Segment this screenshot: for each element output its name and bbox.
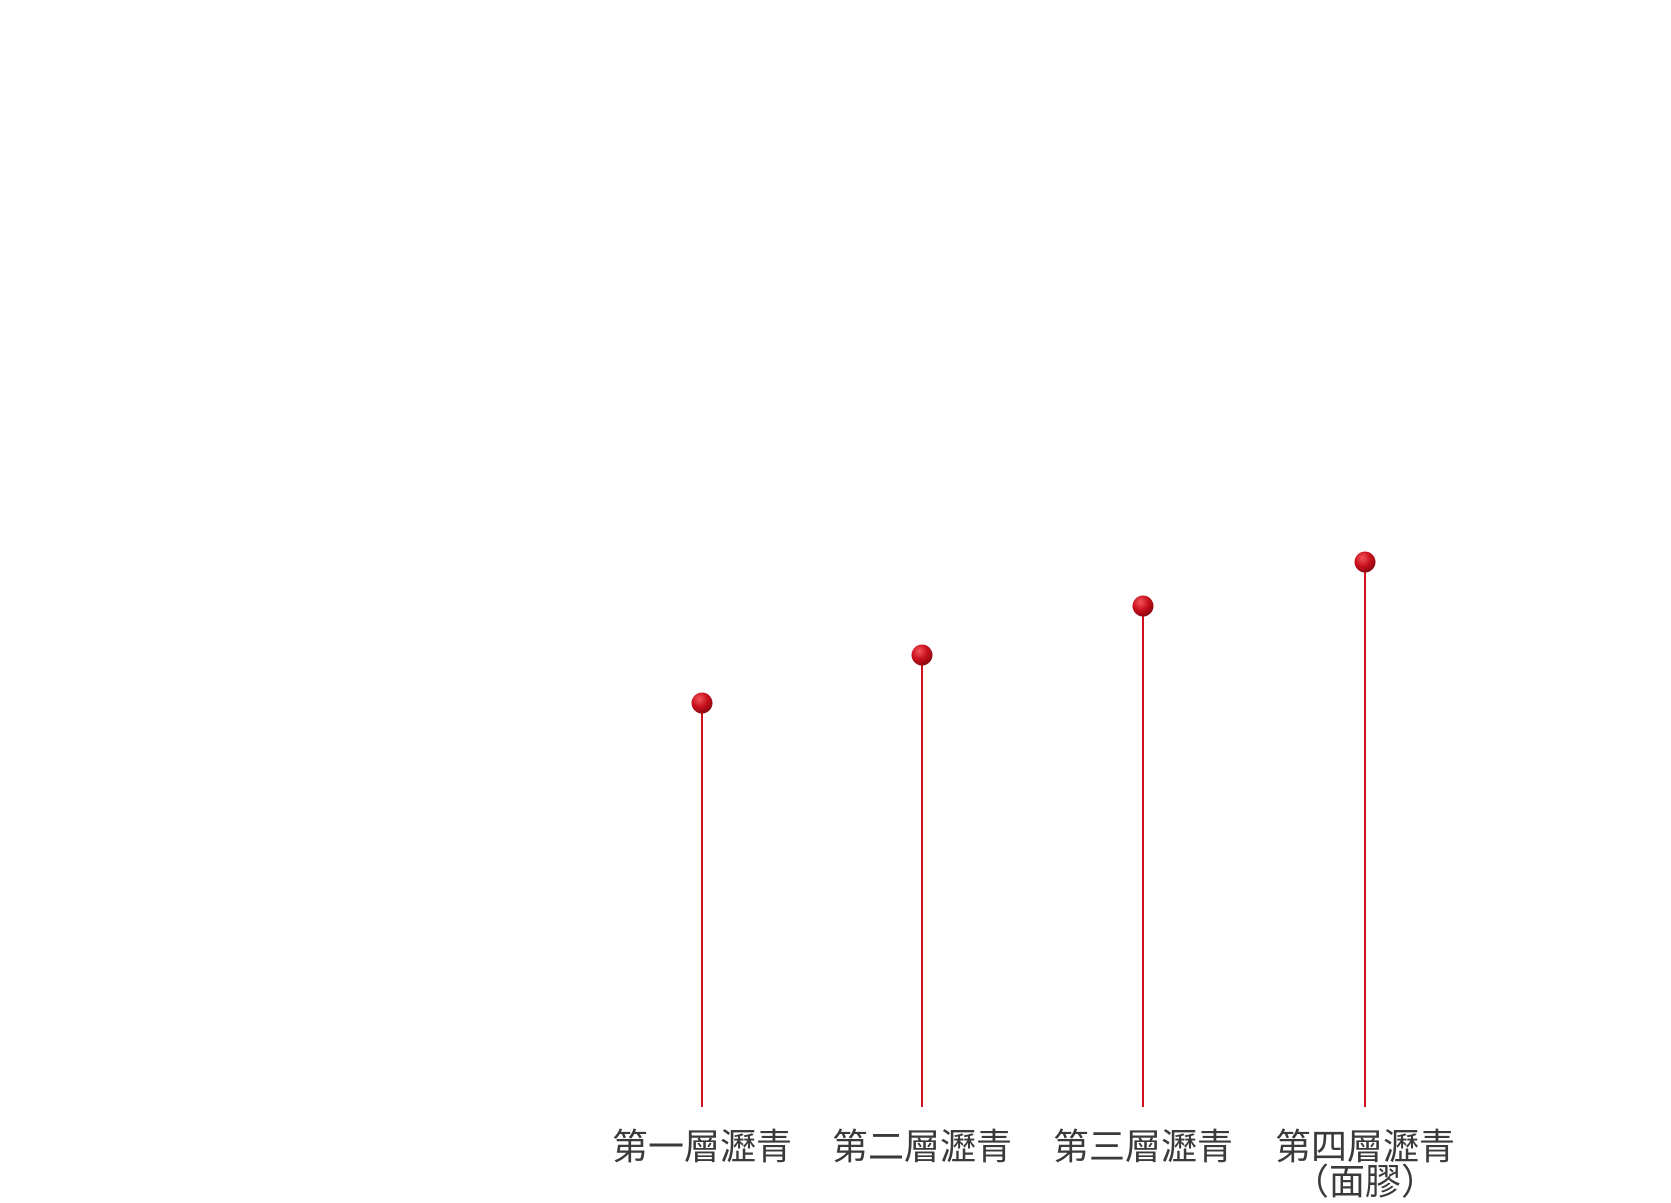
layer-label: 第四層瀝青 (1275, 1127, 1455, 1168)
layer-label: 第三層瀝青 (1053, 1127, 1233, 1168)
pin-head (691, 692, 713, 714)
pin-3: 第三層瀝青 (1053, 595, 1233, 1168)
pin-head (911, 644, 933, 666)
pin-head (1132, 595, 1154, 617)
layer-label: 第一層瀝青 (612, 1127, 792, 1168)
pin-2: 第二層瀝青 (832, 644, 1012, 1168)
layer-label: 第二層瀝青 (832, 1127, 1012, 1168)
pin-head (1354, 551, 1376, 573)
layer-note: （面膠） (1293, 1162, 1437, 1203)
pin-4: 第四層瀝青 （面膠） (1275, 551, 1455, 1203)
pin-1: 第一層瀝青 (612, 692, 792, 1168)
